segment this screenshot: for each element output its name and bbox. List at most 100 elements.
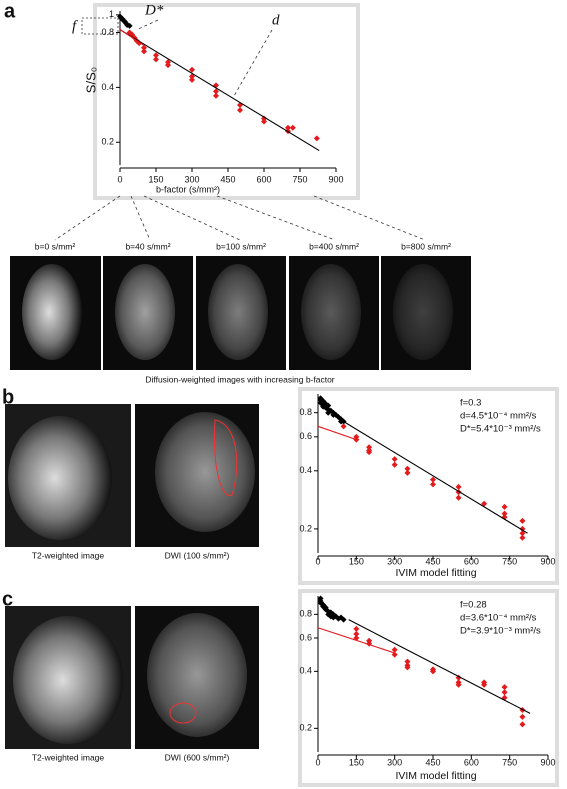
data-point (285, 124, 291, 131)
x-axis-label: b-factor (s/mm²) (156, 184, 220, 194)
y-tick-label: 0.8 (101, 27, 114, 37)
fit-parameter: f=0.3 (460, 398, 481, 409)
data-point (353, 625, 360, 632)
data-point (404, 469, 411, 476)
plot-frame (298, 387, 559, 585)
fit-parameter: d=3.6*10⁻⁴ mm²/s (460, 613, 537, 624)
plot-frame (93, 3, 360, 200)
fit-line (343, 421, 528, 534)
y-tick-label: 0.4 (101, 82, 114, 92)
data-point (501, 689, 508, 696)
data-point (213, 88, 219, 95)
x-tick-label: 900 (540, 757, 555, 767)
data-point (501, 510, 508, 517)
fit-parameter: d=4.5*10⁻⁴ mm²/s (460, 411, 537, 422)
data-point (519, 713, 526, 720)
data-point (455, 494, 462, 501)
y-tick-label: 0.8 (299, 407, 312, 417)
image-caption: DWI (100 s/mm²) (165, 550, 230, 560)
data-point (366, 449, 373, 456)
data-point (366, 444, 373, 451)
annotation-leader (233, 29, 273, 97)
mri-images (5, 606, 259, 749)
x-tick-label: 900 (328, 174, 343, 184)
x-tick-label: 600 (464, 556, 479, 566)
data-point (519, 534, 526, 541)
mri-images (5, 404, 259, 547)
fit-line (119, 29, 145, 46)
data-point (481, 681, 488, 688)
annotation-leader (135, 19, 159, 31)
data-point (481, 500, 488, 507)
data-point (153, 56, 159, 63)
data-point (325, 402, 332, 409)
y-tick-label: 0.2 (101, 137, 114, 147)
y-tick-label: 0.4 (299, 666, 312, 676)
y-tick-label: 0.2 (299, 723, 312, 733)
annotation: f (72, 18, 78, 34)
image-label: b=400 s/mm² (309, 241, 359, 251)
data-point (261, 118, 267, 125)
x-tick-label: 0 (315, 757, 320, 767)
image-label: b=0 s/mm² (35, 241, 76, 251)
x-tick-label: 150 (349, 556, 364, 566)
data-point (189, 76, 195, 83)
y-tick-label: 0.6 (299, 632, 312, 642)
image-label: b=100 s/mm² (216, 241, 266, 251)
data-point (430, 476, 436, 483)
x-tick-label: 900 (540, 556, 555, 566)
annotation: D* (144, 2, 164, 18)
data-point (165, 62, 171, 69)
x-tick-label: 0 (315, 556, 320, 566)
x-tick-label: 300 (184, 174, 199, 184)
data-point (141, 48, 147, 55)
image-label: b=40 s/mm² (125, 241, 170, 251)
y-tick-label: 0.6 (299, 431, 312, 441)
y-tick-label: 0.4 (299, 465, 312, 475)
fit-line (317, 425, 357, 441)
data-point (501, 503, 508, 510)
x-tick-label: 150 (349, 757, 364, 767)
x-tick-label: 450 (425, 757, 440, 767)
fit-line (317, 627, 395, 654)
data-point (404, 664, 411, 671)
y-tick-label: 0.8 (299, 609, 312, 619)
panel-label: a (4, 0, 16, 22)
data-point (519, 530, 526, 537)
data-point (153, 52, 159, 59)
y-tick-label: 0.2 (299, 523, 312, 533)
image-caption: DWI (600 s/mm²) (165, 752, 230, 762)
x-tick-label: 150 (148, 174, 163, 184)
fit-parameter: f=0.28 (460, 600, 487, 611)
annotation-box (81, 17, 119, 35)
fit-line (348, 619, 531, 714)
x-tick-label: 0 (117, 174, 122, 184)
data-point (501, 684, 508, 691)
y-tick-label: 1 (109, 9, 114, 19)
data-point (455, 681, 462, 688)
data-point (519, 517, 526, 524)
x-tick-label: 750 (292, 174, 307, 184)
data-point (391, 651, 398, 658)
data-point (313, 135, 320, 142)
data-point (519, 721, 526, 728)
data-point (455, 483, 462, 490)
fit-line (119, 29, 320, 152)
data-point (391, 456, 398, 463)
image-caption: T2-weighted image (32, 752, 105, 762)
data-point (126, 22, 133, 29)
data-point (430, 481, 436, 488)
data-point (391, 646, 398, 653)
x-tick-label: 750 (502, 556, 517, 566)
image-caption: T2-weighted image (32, 550, 105, 560)
data-point (237, 107, 243, 114)
data-point (353, 630, 360, 637)
data-point (404, 658, 411, 665)
panel-label: b (2, 386, 14, 408)
data-point (289, 124, 296, 131)
data-point (404, 465, 411, 472)
image-row (10, 256, 471, 370)
data-point (455, 674, 462, 681)
plot-frame (298, 589, 559, 787)
